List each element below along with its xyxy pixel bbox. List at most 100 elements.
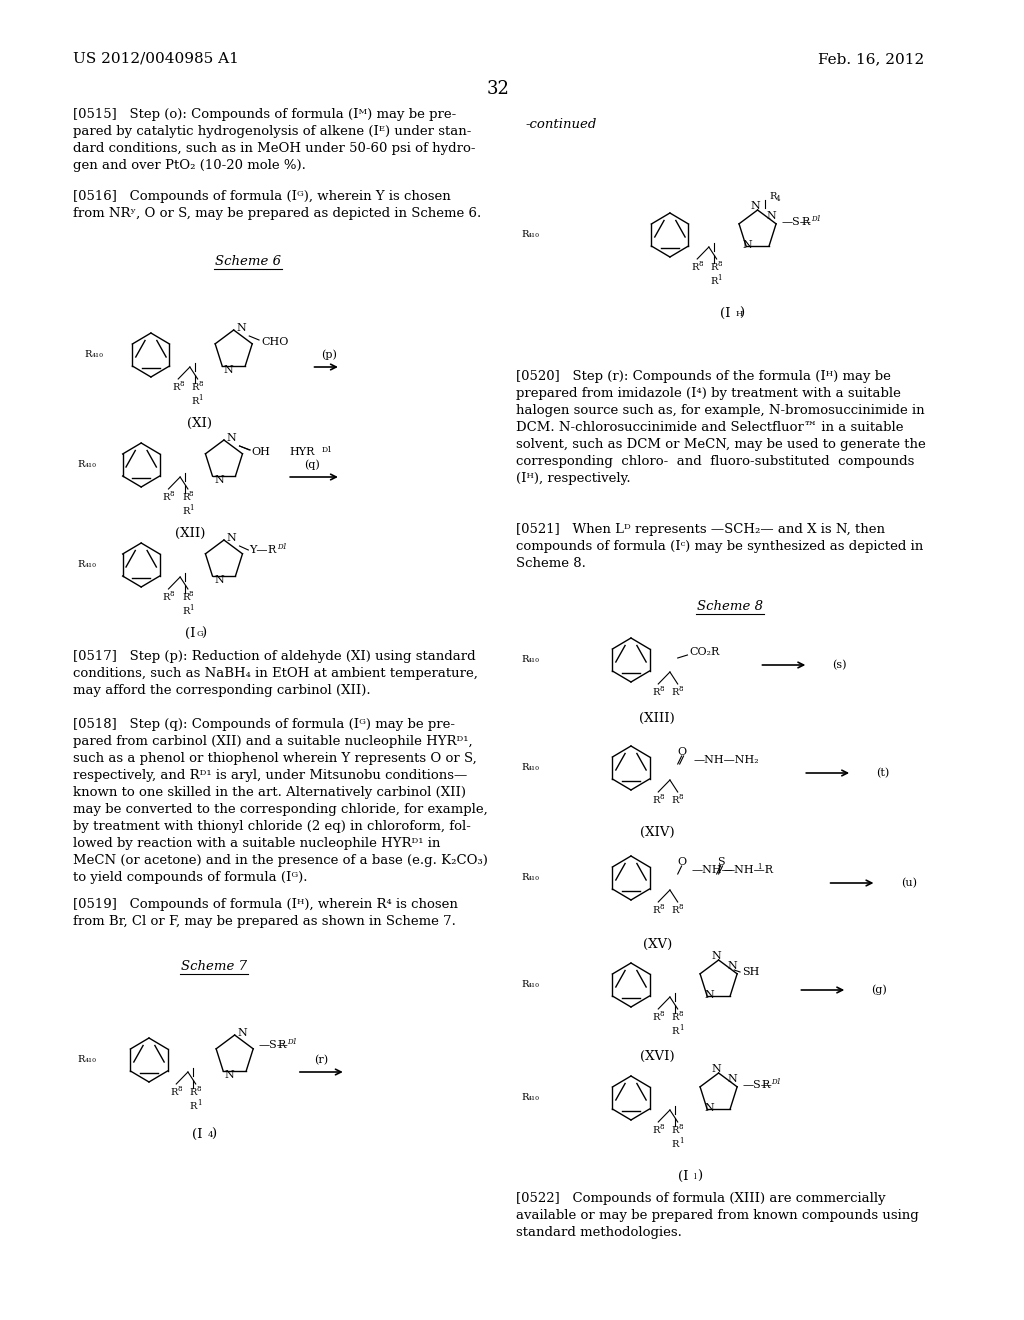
Text: 410: 410 <box>527 766 540 771</box>
Text: N: N <box>224 366 233 375</box>
Text: D1: D1 <box>278 543 288 550</box>
Text: 8: 8 <box>679 1010 683 1018</box>
Text: R: R <box>182 593 189 602</box>
Text: 8: 8 <box>659 1010 664 1018</box>
Text: O: O <box>677 857 686 867</box>
Text: R: R <box>672 906 679 915</box>
Text: R: R <box>652 796 659 805</box>
Text: (t): (t) <box>877 768 890 779</box>
Text: N: N <box>705 990 714 1001</box>
Text: R: R <box>521 763 528 772</box>
Text: (XVI): (XVI) <box>640 1049 675 1063</box>
Text: N: N <box>751 201 761 211</box>
Text: R: R <box>672 1012 679 1022</box>
Text: R: R <box>769 191 776 201</box>
Text: R: R <box>78 459 85 469</box>
Text: 8: 8 <box>199 380 203 388</box>
Text: —S—: —S— <box>782 216 812 227</box>
Text: R: R <box>672 1140 679 1148</box>
Text: 4: 4 <box>208 1131 213 1139</box>
Text: 410: 410 <box>527 657 540 663</box>
Text: (XIII): (XIII) <box>639 711 675 725</box>
Text: D1: D1 <box>771 1078 781 1086</box>
Text: 1: 1 <box>679 1137 683 1144</box>
Text: 410: 410 <box>85 1059 97 1063</box>
Text: CHO: CHO <box>261 337 289 347</box>
Text: D1: D1 <box>288 1038 297 1045</box>
Text: R: R <box>691 263 698 272</box>
Text: R: R <box>189 1102 198 1111</box>
Text: H: H <box>735 310 742 318</box>
Text: l: l <box>693 1173 696 1181</box>
Text: Scheme 7: Scheme 7 <box>181 960 247 973</box>
Text: 32: 32 <box>487 81 510 98</box>
Text: N: N <box>766 211 776 220</box>
Text: (I: (I <box>720 308 731 319</box>
Text: R: R <box>652 1126 659 1135</box>
Text: —S—: —S— <box>258 1040 288 1049</box>
Text: R: R <box>189 1088 198 1097</box>
Text: R: R <box>78 560 85 569</box>
Text: R: R <box>182 507 189 516</box>
Text: N: N <box>237 323 247 333</box>
Text: —NH—NH₂: —NH—NH₂ <box>693 755 759 766</box>
Text: [0517]   Step (p): Reduction of aldehyde (XI) using standard
conditions, such as: [0517] Step (p): Reduction of aldehyde (… <box>73 649 478 697</box>
Text: R: R <box>521 230 528 239</box>
Text: [0515]   Step (o): Compounds of formula (Iᴹ) may be pre-
pared by catalytic hydr: [0515] Step (o): Compounds of formula (I… <box>73 108 475 172</box>
Text: 1: 1 <box>199 393 203 403</box>
Text: Scheme 6: Scheme 6 <box>215 255 282 268</box>
Text: HYR: HYR <box>289 447 314 457</box>
Text: 8: 8 <box>659 903 664 911</box>
Text: ): ) <box>739 308 744 319</box>
Text: 410: 410 <box>527 876 540 880</box>
Text: N: N <box>214 475 224 484</box>
Text: R: R <box>278 1040 286 1049</box>
Text: R: R <box>182 607 189 616</box>
Text: 1: 1 <box>197 1100 201 1107</box>
Text: (u): (u) <box>901 878 916 888</box>
Text: Scheme 8: Scheme 8 <box>697 601 763 612</box>
Text: R: R <box>672 688 679 697</box>
Text: 410: 410 <box>85 564 97 568</box>
Text: R: R <box>78 1055 85 1064</box>
Text: OH: OH <box>251 447 270 457</box>
Text: [0521]   When Lᴰ represents —SCH₂— and X is N, then
compounds of formula (Iᶜ) ma: [0521] When Lᴰ represents —SCH₂— and X i… <box>516 523 924 570</box>
Text: N: N <box>727 1074 737 1084</box>
Text: R: R <box>762 1080 770 1090</box>
Text: —NH—R: —NH—R <box>724 865 773 875</box>
Text: Y—: Y— <box>249 545 267 554</box>
Text: 410: 410 <box>85 463 97 469</box>
Text: CO₂R: CO₂R <box>689 647 720 657</box>
Text: 1: 1 <box>188 605 194 612</box>
Text: R: R <box>672 1126 679 1135</box>
Text: N: N <box>712 950 722 961</box>
Text: N: N <box>214 576 224 585</box>
Text: R: R <box>521 655 528 664</box>
Text: 8: 8 <box>659 793 664 801</box>
Text: D1: D1 <box>811 215 821 223</box>
Text: N: N <box>227 533 237 543</box>
Text: (p): (p) <box>322 350 337 360</box>
Text: (s): (s) <box>833 660 847 671</box>
Text: (XV): (XV) <box>643 939 672 950</box>
Text: R: R <box>652 1012 659 1022</box>
Text: (I: (I <box>678 1170 689 1183</box>
Text: 8: 8 <box>718 260 722 268</box>
Text: 8: 8 <box>659 1123 664 1131</box>
Text: SH: SH <box>742 968 760 977</box>
Text: R: R <box>672 796 679 805</box>
Text: R: R <box>672 1027 679 1036</box>
Text: 8: 8 <box>679 1123 683 1131</box>
Text: (I: (I <box>184 627 196 640</box>
Text: [0522]   Compounds of formula (XIII) are commercially
available or may be prepar: [0522] Compounds of formula (XIII) are c… <box>516 1192 919 1239</box>
Text: R: R <box>521 979 528 989</box>
Text: 1: 1 <box>679 1024 683 1032</box>
Text: 8: 8 <box>679 793 683 801</box>
Text: R: R <box>652 688 659 697</box>
Text: (I: (I <box>193 1129 203 1140</box>
Text: R: R <box>802 216 810 227</box>
Text: R: R <box>711 277 718 286</box>
Text: 8: 8 <box>698 260 702 268</box>
Text: R: R <box>163 492 170 502</box>
Text: 8: 8 <box>188 490 194 498</box>
